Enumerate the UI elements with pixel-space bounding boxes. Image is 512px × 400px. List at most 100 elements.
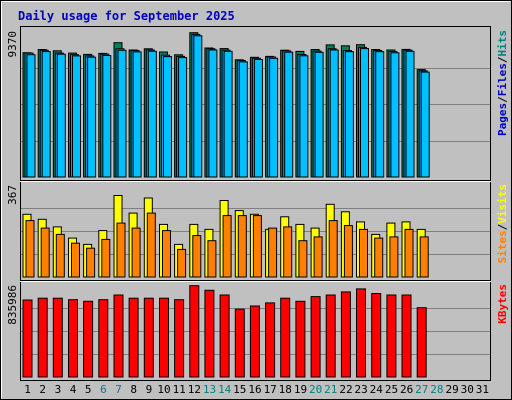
bar-pages-day-8	[132, 51, 142, 178]
bar-kbytes-day-25	[386, 294, 397, 378]
bar-kbytes-day-5	[83, 300, 94, 378]
chart-title: Daily usage for September 2025	[18, 9, 235, 23]
legend-kbytes: KBytes	[496, 284, 509, 324]
bar-sites-day-4	[71, 242, 80, 278]
x-tick-label-22: 22	[339, 383, 352, 396]
bar-kbytes-day-22	[340, 291, 351, 378]
x-tick-label-31: 31	[476, 383, 489, 396]
legend-entry-kbytes: KBytes	[496, 284, 509, 324]
bar-kbytes-day-24	[371, 293, 382, 378]
bar-pages-day-16	[253, 59, 263, 178]
bar-sites-day-24	[374, 237, 384, 278]
bar-sites-day-25	[389, 236, 399, 278]
x-tick-label-8: 8	[130, 383, 137, 396]
legend-separator: /	[496, 56, 509, 63]
x-tick-label-16: 16	[248, 383, 261, 396]
bar-sites-day-10	[162, 230, 171, 278]
x-tick-label-19: 19	[294, 383, 307, 396]
bar-pages-day-7	[117, 49, 127, 178]
bar-kbytes-day-3	[52, 297, 63, 378]
bar-pages-day-12	[193, 35, 203, 178]
bar-sites-day-7	[116, 222, 126, 278]
bar-kbytes-day-14	[219, 294, 230, 378]
bar-pages-day-26	[405, 50, 415, 178]
x-tick-label-26: 26	[400, 383, 413, 396]
bar-sites-day-22	[343, 225, 353, 278]
bar-sites-day-17	[268, 227, 278, 278]
bar-sites-day-6	[101, 238, 111, 278]
bar-sites-day-3	[55, 233, 65, 278]
x-tick-label-20: 20	[309, 383, 322, 396]
x-tick-label-6: 6	[100, 383, 107, 396]
bar-sites-day-9	[146, 212, 156, 278]
x-tick-label-13: 13	[203, 383, 216, 396]
bar-kbytes-day-19	[295, 300, 306, 378]
bar-pages-day-17	[269, 57, 279, 178]
bar-sites-day-1	[25, 220, 35, 278]
bar-pages-day-1	[26, 54, 36, 178]
bar-sites-day-8	[131, 227, 141, 278]
bar-kbytes-day-27	[416, 307, 427, 378]
x-tick-label-9: 9	[146, 383, 153, 396]
x-tick-label-17: 17	[264, 383, 277, 396]
x-tick-label-28: 28	[430, 383, 443, 396]
x-tick-label-1: 1	[24, 383, 31, 396]
legend-separator: /	[496, 96, 509, 103]
bar-sites-day-18	[283, 226, 293, 278]
bar-pages-day-3	[56, 53, 66, 178]
y-max-label: 9370	[6, 31, 19, 58]
x-tick-label-30: 30	[461, 383, 474, 396]
bar-kbytes-day-13	[204, 289, 215, 378]
y-max-label: 835986	[6, 285, 19, 325]
bar-sites-day-27	[419, 236, 429, 278]
x-tick-label-5: 5	[85, 383, 92, 396]
bar-kbytes-day-11	[174, 299, 185, 378]
bar-kbytes-day-21	[325, 294, 336, 378]
bar-kbytes-day-8	[128, 297, 139, 378]
x-tick-label-14: 14	[218, 383, 232, 396]
bar-kbytes-day-20	[310, 296, 321, 378]
bar-pages-day-20	[314, 51, 324, 178]
bar-sites-day-26	[404, 228, 414, 278]
x-tick-label-10: 10	[157, 383, 170, 396]
x-tick-label-27: 27	[415, 383, 428, 396]
bar-sites-day-20	[313, 236, 323, 278]
bar-sites-day-5	[86, 247, 96, 278]
bar-pages-day-11	[178, 57, 188, 178]
bar-pages-day-2	[41, 51, 51, 178]
x-tick-label-4: 4	[70, 383, 77, 396]
legend-hits: Pages/Files/Hits	[496, 30, 509, 136]
bar-sites-day-2	[40, 227, 50, 278]
bar-pages-day-13	[208, 49, 218, 178]
bar-pages-day-14	[223, 50, 233, 178]
bar-sites-day-11	[177, 248, 187, 278]
x-tick-label-18: 18	[279, 383, 292, 396]
x-tick-label-2: 2	[39, 383, 46, 396]
bar-kbytes-day-23	[356, 288, 366, 378]
bar-pages-day-25	[390, 52, 400, 178]
bar-pages-day-21	[329, 49, 339, 178]
bar-kbytes-day-15	[234, 308, 245, 378]
legend-separator: /	[496, 223, 509, 230]
legend-entry-hits: Hits	[496, 30, 509, 57]
bar-kbytes-day-17	[265, 302, 276, 378]
bar-kbytes-day-18	[280, 297, 291, 378]
x-tick-label-12: 12	[188, 383, 201, 396]
bar-pages-day-24	[375, 51, 385, 178]
bar-pages-day-10	[163, 56, 172, 178]
legend-entry-sites: Sites	[496, 230, 509, 263]
bar-sites-day-14	[222, 215, 232, 278]
bar-pages-day-23	[360, 48, 369, 178]
bar-sites-day-19	[298, 240, 308, 278]
bar-kbytes-day-7	[113, 294, 124, 378]
x-tick-label-3: 3	[55, 383, 62, 396]
bar-kbytes-day-9	[143, 297, 154, 378]
y-max-label: 367	[6, 185, 19, 205]
x-tick-label-21: 21	[324, 383, 337, 396]
bar-kbytes-day-16	[249, 305, 260, 378]
bar-pages-day-4	[72, 55, 81, 178]
bar-sites-day-13	[207, 240, 217, 278]
bar-sites-day-21	[328, 220, 338, 278]
x-tick-label-7: 7	[115, 383, 122, 396]
